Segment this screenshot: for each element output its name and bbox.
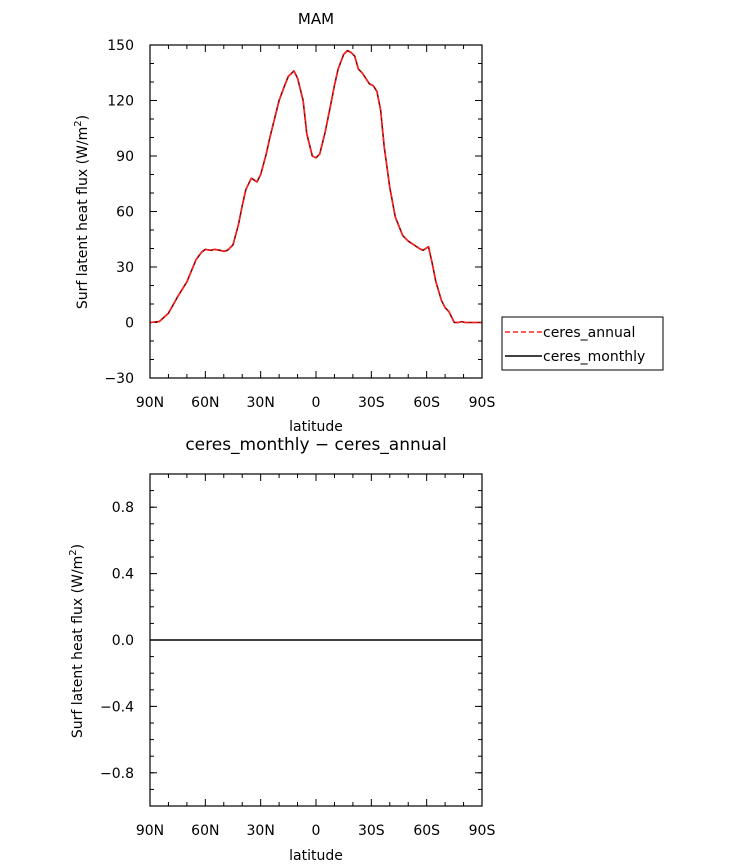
top-y-axis-label: Surf latent heat flux (W/m2) [73,115,91,309]
bottom-chart-title: ceres_monthly − ceres_annual [185,435,446,455]
x-tick-label: 90N [136,823,164,839]
y-tick-label: 30 [116,260,134,276]
x-tick-label: 30S [358,395,385,411]
top-ticks: 90N 60N 30N 0 30S 60S 90S −30 0 30 60 90 120 150 [104,38,495,411]
series-line-ceres-monthly [149,49,482,324]
bottom-y-axis-label: Surf latent heat flux (W/m2) [68,544,86,738]
legend-label-ceres-annual: ceres_annual [543,325,635,341]
legend-label-ceres-monthly: ceres_monthly [543,349,645,365]
y-tick-label: 90 [116,149,134,165]
top-x-axis-label: latitude [289,419,343,435]
bottom-panel: ceres_monthly − ceres_annual 90N 60N 30N 0 3… [68,435,495,864]
y-tick-label: 150 [107,38,134,54]
y-tick-label: 60 [116,205,134,221]
top-plot-frame [149,44,483,379]
y-tick-label: 0.8 [112,500,134,516]
top-y-axis-label-main: Surf latent heat flux (W/m [75,127,91,309]
x-tick-label: 60S [413,395,440,411]
bottom-plot-frame [149,473,483,807]
x-tick-label: 60N [191,395,219,411]
x-tick-label: 90N [136,395,164,411]
top-panel: MAM 90N 60N 30N 0 30S 60S 90S−300306090120150 … [73,10,495,435]
x-tick-label: 0 [312,395,321,411]
bottom-ticks: 90N 60N 30N 0 30S 60S 90S −0.8 −0.4 0.0 0.4 0.8 [100,473,496,839]
x-tick-label: 30N [247,823,275,839]
x-tick-label: 90S [469,395,496,411]
bottom-y-axis-label-close: ) [70,544,86,549]
y-tick-label: 0 [125,316,134,332]
top-y-axis-label-close: ) [75,115,91,120]
bottom-y-axis-label-sup: 2 [68,549,79,555]
x-tick-label: 90S [469,823,496,839]
y-tick-label: 120 [107,94,134,110]
y-tick-label: −0.4 [100,699,134,715]
top-chart-title: MAM [298,10,334,28]
x-tick-label: 0 [312,823,321,839]
legend: ceres_annual ceres_monthly [501,316,664,371]
y-tick-label: −0.8 [100,766,134,782]
series-line-ceres-annual [149,49,482,324]
top-y-axis-label-sup: 2 [73,120,84,126]
y-tick-label: 0.4 [112,567,134,583]
y-tick-label: 0.0 [112,633,134,649]
x-tick-label: 60S [413,823,440,839]
x-tick-label: 30N [247,395,275,411]
top-series [149,49,482,324]
bottom-x-axis-label: latitude [289,848,343,864]
legend-box [501,316,664,371]
y-tick-label: −30 [104,371,134,387]
x-tick-label: 60N [191,823,219,839]
bottom-y-axis-label-main: Surf latent heat flux (W/m [70,556,86,738]
x-tick-label: 30S [358,823,385,839]
